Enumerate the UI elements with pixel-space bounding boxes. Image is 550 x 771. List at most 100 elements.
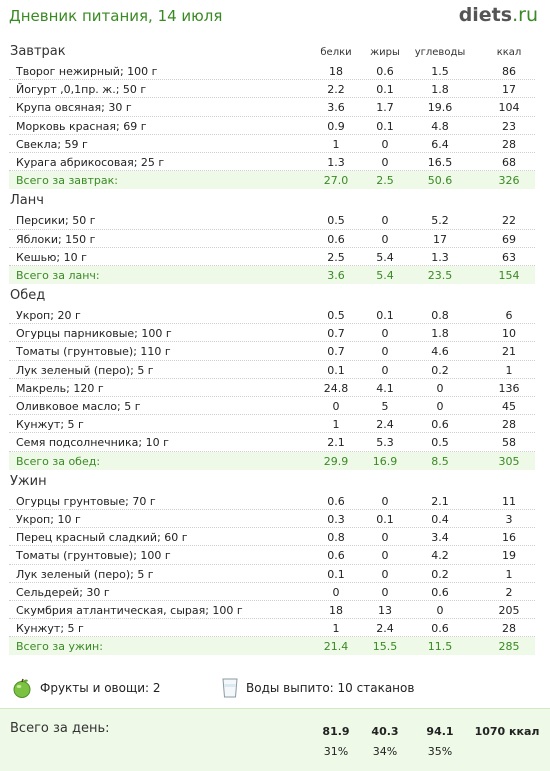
meal-title: Обед — [10, 288, 46, 304]
food-kcal: 3 — [505, 512, 513, 526]
meal-total-kcal: 285 — [498, 640, 520, 654]
food-protein: 0.6 — [327, 549, 345, 563]
food-fat: 2.4 — [376, 418, 394, 432]
food-row: Персики; 50 г 0.5 0 5.2 22 — [9, 211, 535, 230]
meal-total-row: Всего за ланч: 3.6 5.4 23.5 154 — [9, 265, 535, 285]
meal-header: Обед — [9, 284, 535, 306]
food-kcal: 68 — [502, 155, 516, 169]
food-protein: 0.5 — [327, 309, 345, 323]
food-name: Морковь красная; 69 г — [16, 119, 147, 133]
meal-header: Завтрак белки жиры углеводы ккал — [9, 44, 535, 62]
site-logo[interactable]: diets.ru — [459, 4, 538, 26]
food-carbs: 17 — [433, 232, 447, 246]
day-total-panel: Всего за день: 81.9 40.3 94.1 1070 ккал … — [0, 708, 550, 771]
food-carbs: 0.4 — [431, 512, 449, 526]
food-kcal: 19 — [502, 549, 516, 563]
food-row: Огурцы парниковые; 100 г 0.7 0 1.8 10 — [9, 324, 535, 343]
food-kcal: 21 — [502, 345, 516, 359]
meal-total-row: Всего за ужин: 21.4 15.5 11.5 285 — [9, 637, 535, 656]
meal-total-label: Всего за ланч: — [16, 268, 100, 282]
meal-header: Ужин — [9, 470, 535, 492]
meal-total-fat: 16.9 — [372, 454, 398, 468]
food-row: Творог нежирный; 100 г 18 0.6 1.5 86 — [9, 62, 535, 81]
food-protein: 0.9 — [327, 119, 345, 133]
food-protein: 0.5 — [327, 214, 345, 228]
food-carbs: 1.8 — [431, 327, 449, 341]
food-protein: 24.8 — [323, 381, 349, 395]
food-name: Томаты (грунтовые); 110 г — [16, 345, 171, 359]
food-kcal: 22 — [502, 214, 516, 228]
food-protein: 0.6 — [327, 494, 345, 508]
food-name: Кешью; 10 г — [16, 250, 87, 264]
food-fat: 0 — [381, 585, 389, 599]
meal-title: Ужин — [10, 473, 47, 489]
food-kcal: 58 — [502, 436, 516, 450]
food-name: Кунжут; 5 г — [16, 418, 84, 432]
food-protein: 1 — [332, 418, 340, 432]
fruits-text: Фрукты и овощи: 2 — [40, 681, 161, 695]
food-carbs: 4.2 — [431, 549, 449, 563]
page-title: Дневник питания, 14 июля — [9, 7, 223, 25]
food-fat: 0.1 — [376, 512, 394, 526]
food-kcal: 1 — [505, 567, 513, 581]
water-glass-icon — [222, 678, 238, 698]
meal-total-label: Всего за обед: — [16, 454, 101, 468]
food-row: Курага абрикосовая; 25 г 1.3 0 16.5 68 — [9, 153, 535, 172]
food-fat: 2.4 — [376, 622, 394, 636]
food-row: Укроп; 10 г 0.3 0.1 0.4 3 — [9, 510, 535, 529]
day-protein: 81.9 — [322, 725, 350, 738]
food-fat: 0 — [381, 345, 389, 359]
meal-total-kcal: 326 — [498, 174, 520, 188]
food-carbs: 0.2 — [431, 567, 449, 581]
food-row: Перец красный сладкий; 60 г 0.8 0 3.4 16 — [9, 528, 535, 547]
food-row: Лук зеленый (перо); 5 г 0.1 0 0.2 1 — [9, 565, 535, 583]
food-fat: 13 — [378, 603, 392, 617]
food-carbs: 0 — [436, 381, 444, 395]
food-carbs: 1.8 — [431, 83, 449, 97]
apple-icon — [13, 678, 31, 698]
meal-header: Ланч — [9, 189, 535, 211]
food-fat: 0.6 — [376, 65, 394, 78]
food-row: Оливковое масло; 5 г 0 5 0 45 — [9, 397, 535, 416]
food-kcal: 17 — [502, 83, 516, 97]
meal-total-label: Всего за завтрак: — [16, 174, 119, 188]
day-kcal: 1070 ккал — [474, 725, 540, 738]
food-protein: 1.3 — [327, 155, 345, 169]
food-name: Огурцы грунтовые; 70 г — [16, 494, 156, 508]
food-fat: 1.7 — [376, 101, 394, 115]
food-carbs: 1.5 — [431, 65, 449, 78]
food-carbs: 0.5 — [431, 436, 449, 450]
food-row: Томаты (грунтовые); 100 г 0.6 0 4.2 19 — [9, 546, 535, 565]
food-protein: 2.1 — [327, 436, 345, 450]
food-name: Кунжут; 5 г — [16, 622, 84, 636]
food-row: Кешью; 10 г 2.5 5.4 1.3 63 — [9, 248, 535, 266]
column-header-kcal: ккал — [496, 47, 522, 58]
food-carbs: 4.8 — [431, 119, 449, 133]
food-protein: 1 — [332, 137, 340, 151]
day-carbs: 94.1 — [426, 725, 454, 738]
food-name: Томаты (грунтовые); 100 г — [16, 549, 171, 563]
food-diary-table: Завтрак белки жиры углеводы ккал Творог нежир… — [9, 44, 535, 656]
food-fat: 4.1 — [376, 381, 394, 395]
food-name: Скумбрия атлантическая, сырая; 100 г — [16, 603, 243, 617]
food-fat: 0 — [381, 137, 389, 151]
food-kcal: 23 — [502, 119, 516, 133]
food-kcal: 136 — [498, 381, 520, 395]
food-row: Кунжут; 5 г 1 2.4 0.6 28 — [9, 619, 535, 638]
food-row: Семя подсолнечника; 10 г 2.1 5.3 0.5 58 — [9, 433, 535, 452]
food-fat: 0.1 — [376, 83, 394, 97]
food-fat: 0 — [381, 363, 389, 377]
food-fat: 0.1 — [376, 119, 394, 133]
food-carbs: 2.1 — [431, 494, 449, 508]
food-kcal: 28 — [502, 137, 516, 151]
food-kcal: 11 — [502, 494, 516, 508]
food-row: Томаты (грунтовые); 110 г 0.7 0 4.6 21 — [9, 342, 535, 361]
food-protein: 0 — [332, 400, 340, 413]
food-carbs: 0.2 — [431, 363, 449, 377]
food-carbs: 0 — [436, 603, 444, 617]
food-fat: 0 — [381, 327, 389, 341]
meal-total-fat: 2.5 — [376, 174, 394, 188]
food-carbs: 0 — [436, 400, 444, 413]
food-name: Яблоки; 150 г — [16, 232, 96, 246]
food-carbs: 0.6 — [431, 585, 449, 599]
